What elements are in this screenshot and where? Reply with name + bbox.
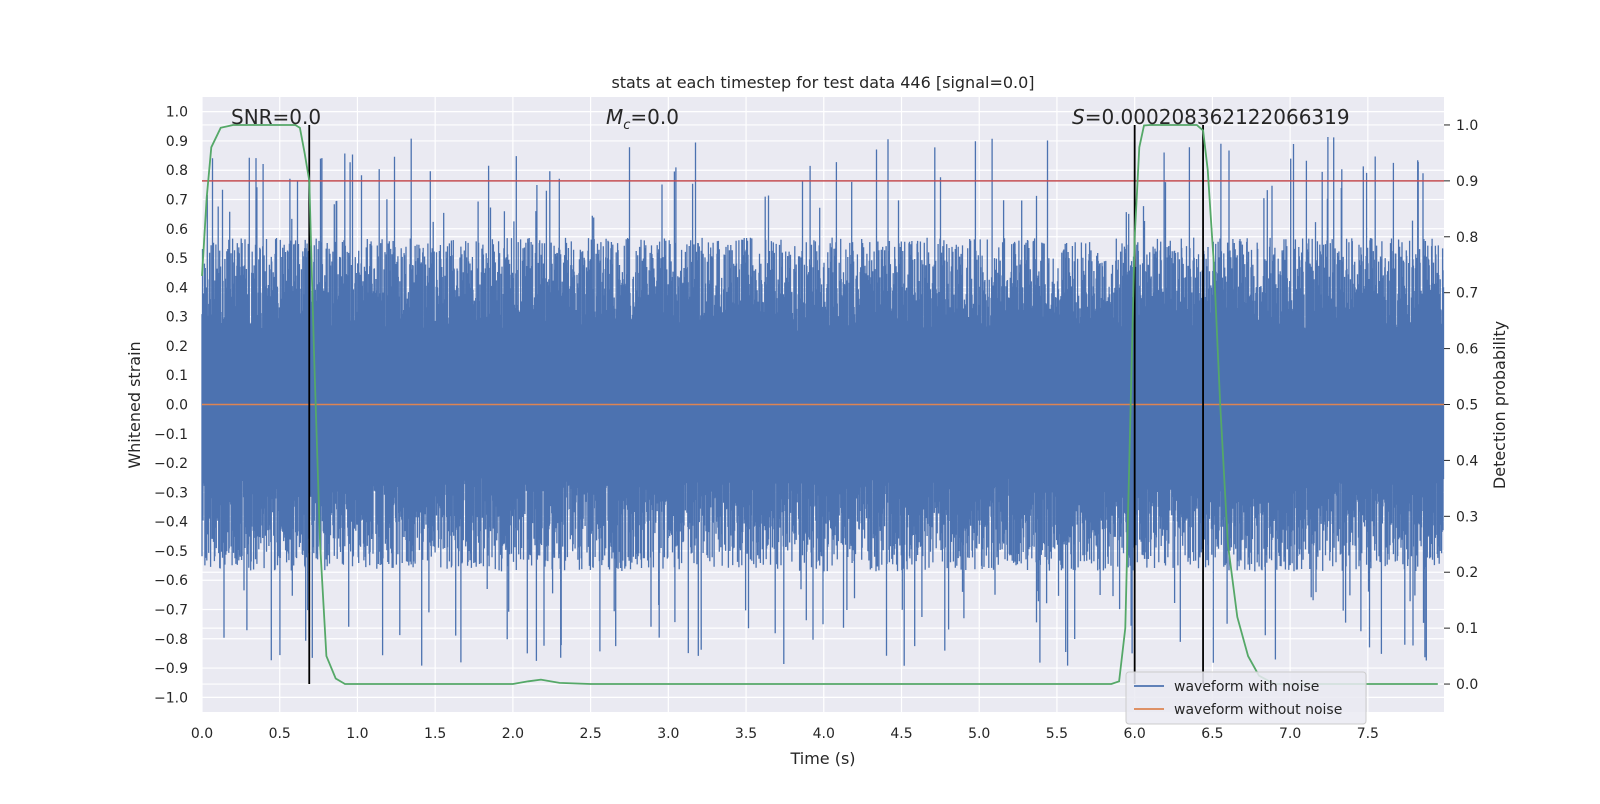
x-tick-label: 1.5 [424,726,446,742]
legend: waveform with noise waveform without noi… [1125,671,1367,725]
x-tick-label: 3.0 [657,726,679,742]
y-axis-ticks: 1.0 0.9 0.8 0.7 0.6 0.5 0.4 0.3 0.2 0.1 0.0 −0.1 −0.… [154,105,188,707]
x-tick-label: 1.0 [346,726,368,742]
x-tick-label: 4.0 [813,726,835,742]
y-tick-label: −0.3 [154,485,188,501]
y-right-tick-label: 0.5 [1456,398,1478,414]
y-tick-label: −0.2 [154,456,188,472]
x-tick-label: 2.0 [502,726,524,742]
x-tick-label: 4.5 [890,726,912,742]
snr-annotation: SNR=0.0 [231,105,321,129]
legend-label-noise: waveform with noise [1174,679,1319,695]
legend-label-clean: waveform without noise [1174,702,1342,718]
y-right-axis-label: Detection probability [1490,321,1509,489]
x-tick-label: 6.0 [1124,726,1146,742]
y-right-tick-label: 0.8 [1456,230,1478,246]
y-tick-label: −0.6 [154,573,188,589]
series-probability-line [201,124,1438,685]
probability-series [201,124,1438,685]
y-right-tick-label: 0.9 [1456,174,1478,190]
x-tick-label: 6.5 [1201,726,1223,742]
x-tick-label: 7.0 [1279,726,1301,742]
y-right-tick-label: 0.3 [1456,509,1478,525]
chart-title: stats at each timestep for test data 446… [611,73,1034,92]
y-tick-label: 0.0 [166,398,188,414]
y-axis-label: Whitened strain [125,341,144,468]
x-tick-label: 5.5 [1046,726,1068,742]
y-right-tick-label: 0.7 [1456,286,1478,302]
x-tick-label: 0.5 [269,726,291,742]
x-tick-label: 0.0 [191,726,213,742]
y-right-tick-label: 0.2 [1456,565,1478,581]
x-tick-label: 2.5 [579,726,601,742]
y-right-tick-label: 0.6 [1456,342,1478,358]
y-right-tick-label: 1.0 [1456,118,1478,134]
y-tick-label: −0.9 [154,661,188,677]
y-tick-label: −0.7 [154,603,188,619]
y-tick-label: −0.8 [154,632,188,648]
y-right-axis-ticks: 1.0 0.9 0.8 0.7 0.6 0.5 0.4 0.3 0.2 0.1 0.0 [1444,118,1478,693]
y-tick-label: 1.0 [166,105,188,121]
y-right-tick-label: 0.4 [1456,453,1478,469]
y-right-tick-label: 0.0 [1456,677,1478,693]
y-tick-label: 0.4 [166,280,188,296]
vertical-markers [308,124,1204,685]
x-tick-label: 7.5 [1357,726,1379,742]
legend-box [1125,671,1367,725]
y-tick-label: 0.7 [166,193,188,209]
x-tick-label: 3.5 [735,726,757,742]
x-axis-label: Time (s) [789,749,855,768]
y-tick-label: 0.2 [166,339,188,355]
y-tick-label: 0.6 [166,222,188,238]
y-tick-label: −0.4 [154,515,188,531]
s-annotation: S=0.000208362122066319 [1072,105,1350,129]
y-tick-label: −0.5 [154,544,188,560]
y-tick-label: 0.8 [166,163,188,179]
y-right-tick-label: 0.1 [1456,621,1478,637]
y-tick-label: 0.5 [166,251,188,267]
mc-annotation: Mc=0.0 [606,105,679,133]
y-tick-label: −0.1 [154,427,188,443]
y-tick-label: −1.0 [154,690,188,706]
y-tick-label: 0.3 [166,310,188,326]
y-tick-label: 0.1 [166,368,188,384]
x-axis-ticks: 0.0 0.5 1.0 1.5 2.0 2.5 3.0 3.5 4.0 4.5 5.0 5.5 6.0 6… [191,726,1379,742]
x-tick-label: 5.0 [968,726,990,742]
y-tick-label: 0.9 [166,134,188,150]
